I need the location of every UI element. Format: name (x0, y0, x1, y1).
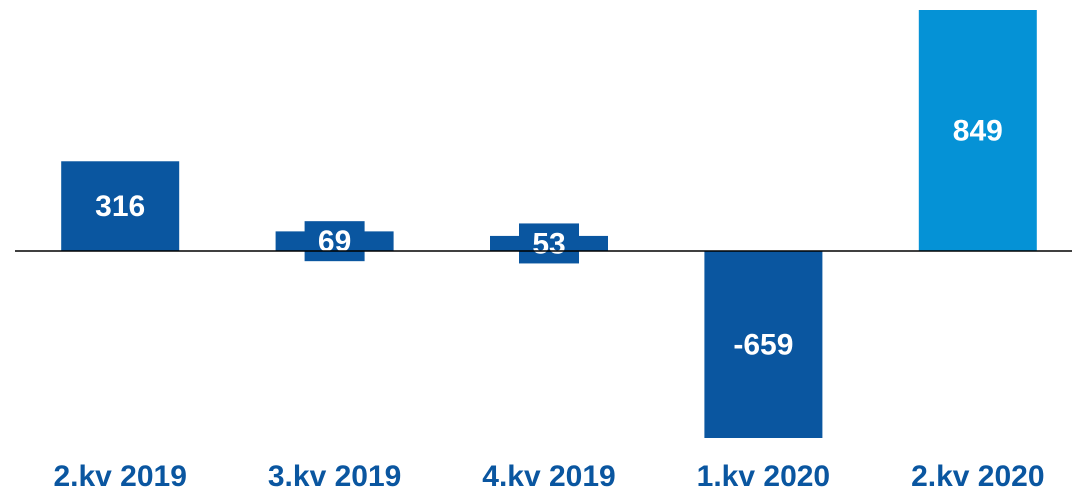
value-label: 69 (318, 225, 351, 258)
bar (918, 10, 1037, 251)
label-box (519, 223, 579, 264)
bar (61, 161, 180, 251)
bar (704, 250, 823, 438)
x-tick-label: 2.kv 2020 (911, 460, 1044, 493)
x-tick-label: 3.kv 2019 (268, 460, 401, 493)
label-box (304, 221, 365, 262)
value-label: 53 (532, 227, 565, 260)
value-label: 316 (95, 190, 145, 223)
value-label: -659 (733, 328, 793, 361)
x-tick-label: 1.kv 2020 (697, 460, 830, 493)
x-tick-label: 4.kv 2019 (482, 460, 615, 493)
value-label: 849 (953, 114, 1003, 147)
x-tick-label: 2.kv 2019 (53, 460, 186, 493)
